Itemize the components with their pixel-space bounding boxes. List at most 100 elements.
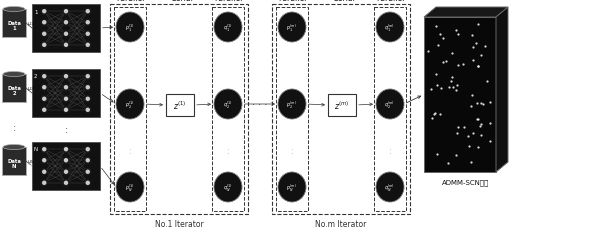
Circle shape [85,158,91,164]
Text: :: : [388,147,391,156]
Point [467,34,476,38]
Circle shape [86,22,89,25]
Point [435,112,445,116]
Circle shape [64,148,67,151]
Text: $q_2^{(1)}$: $q_2^{(1)}$ [223,99,233,110]
Text: $z^{(m)}$: $z^{(m)}$ [335,99,350,112]
Circle shape [86,86,89,89]
Circle shape [85,32,91,38]
Text: :: : [12,123,16,132]
Text: $p_2^{(1)}$: $p_2^{(1)}$ [125,99,135,110]
Point [429,113,439,117]
Circle shape [63,96,69,102]
Text: No.1 Iterator: No.1 Iterator [155,219,204,228]
Circle shape [63,147,69,153]
Point [465,105,475,109]
Circle shape [41,180,47,186]
Ellipse shape [3,72,25,77]
Bar [2,147,26,175]
Text: $z^{(1)}$: $z^{(1)}$ [173,99,187,112]
Point [452,84,462,88]
Circle shape [64,109,67,112]
Circle shape [64,171,67,174]
Circle shape [41,43,47,49]
Circle shape [41,20,47,26]
Point [473,118,482,122]
Circle shape [85,169,91,175]
Circle shape [43,182,45,185]
Circle shape [41,107,47,113]
Circle shape [43,98,45,101]
Point [442,60,451,64]
Point [468,132,478,136]
Text: $p_N^{(m)}$: $p_N^{(m)}$ [287,182,298,193]
Text: · · ·: · · · [252,100,268,109]
Circle shape [43,44,45,47]
Point [424,50,433,53]
Polygon shape [424,8,508,18]
Text: Data
1: Data 1 [7,21,21,31]
Text: $q_1^{(m)}$: $q_1^{(m)}$ [384,22,396,33]
Point [468,46,478,50]
Point [485,122,494,126]
Circle shape [64,75,67,78]
Circle shape [41,169,47,175]
Text: Data
2: Data 2 [7,85,21,96]
Ellipse shape [116,13,144,43]
Point [473,23,482,27]
Circle shape [64,33,67,36]
Point [474,125,484,129]
Point [438,61,447,65]
Circle shape [64,98,67,101]
Ellipse shape [376,172,404,202]
Point [466,161,476,164]
Point [453,131,462,135]
Circle shape [63,85,69,91]
Ellipse shape [116,90,144,120]
Point [472,102,482,106]
Circle shape [63,43,69,49]
Circle shape [41,74,47,80]
Circle shape [43,159,45,162]
Bar [2,75,26,103]
Circle shape [86,182,89,185]
Ellipse shape [278,172,306,202]
Point [436,87,445,90]
Circle shape [41,158,47,164]
Point [438,37,447,41]
Point [433,44,443,47]
Point [478,103,488,106]
Bar [110,5,248,214]
Circle shape [85,85,91,91]
Point [485,101,495,105]
Circle shape [63,107,69,113]
Text: :: : [227,147,230,156]
Circle shape [86,159,89,162]
Text: :: : [64,124,68,134]
Circle shape [86,33,89,36]
Point [432,83,442,87]
Text: $\mu_2$: $\mu_2$ [27,85,34,93]
Circle shape [85,147,91,153]
Bar [374,8,406,211]
Circle shape [86,98,89,101]
Circle shape [43,86,45,89]
Circle shape [43,22,45,25]
Ellipse shape [3,145,25,150]
Bar [114,8,146,211]
Bar [32,142,100,190]
Ellipse shape [376,13,404,43]
Ellipse shape [214,13,242,43]
Point [467,93,476,97]
Text: $p_1^{(m)}$: $p_1^{(m)}$ [287,22,298,33]
Point [432,152,442,156]
Circle shape [85,20,91,26]
Point [473,65,483,68]
Point [471,117,481,121]
Point [431,25,441,28]
Point [459,125,469,129]
Circle shape [41,147,47,153]
Text: ADMM-SCN模型: ADMM-SCN模型 [442,178,490,185]
Point [443,162,453,166]
Bar [276,8,308,211]
